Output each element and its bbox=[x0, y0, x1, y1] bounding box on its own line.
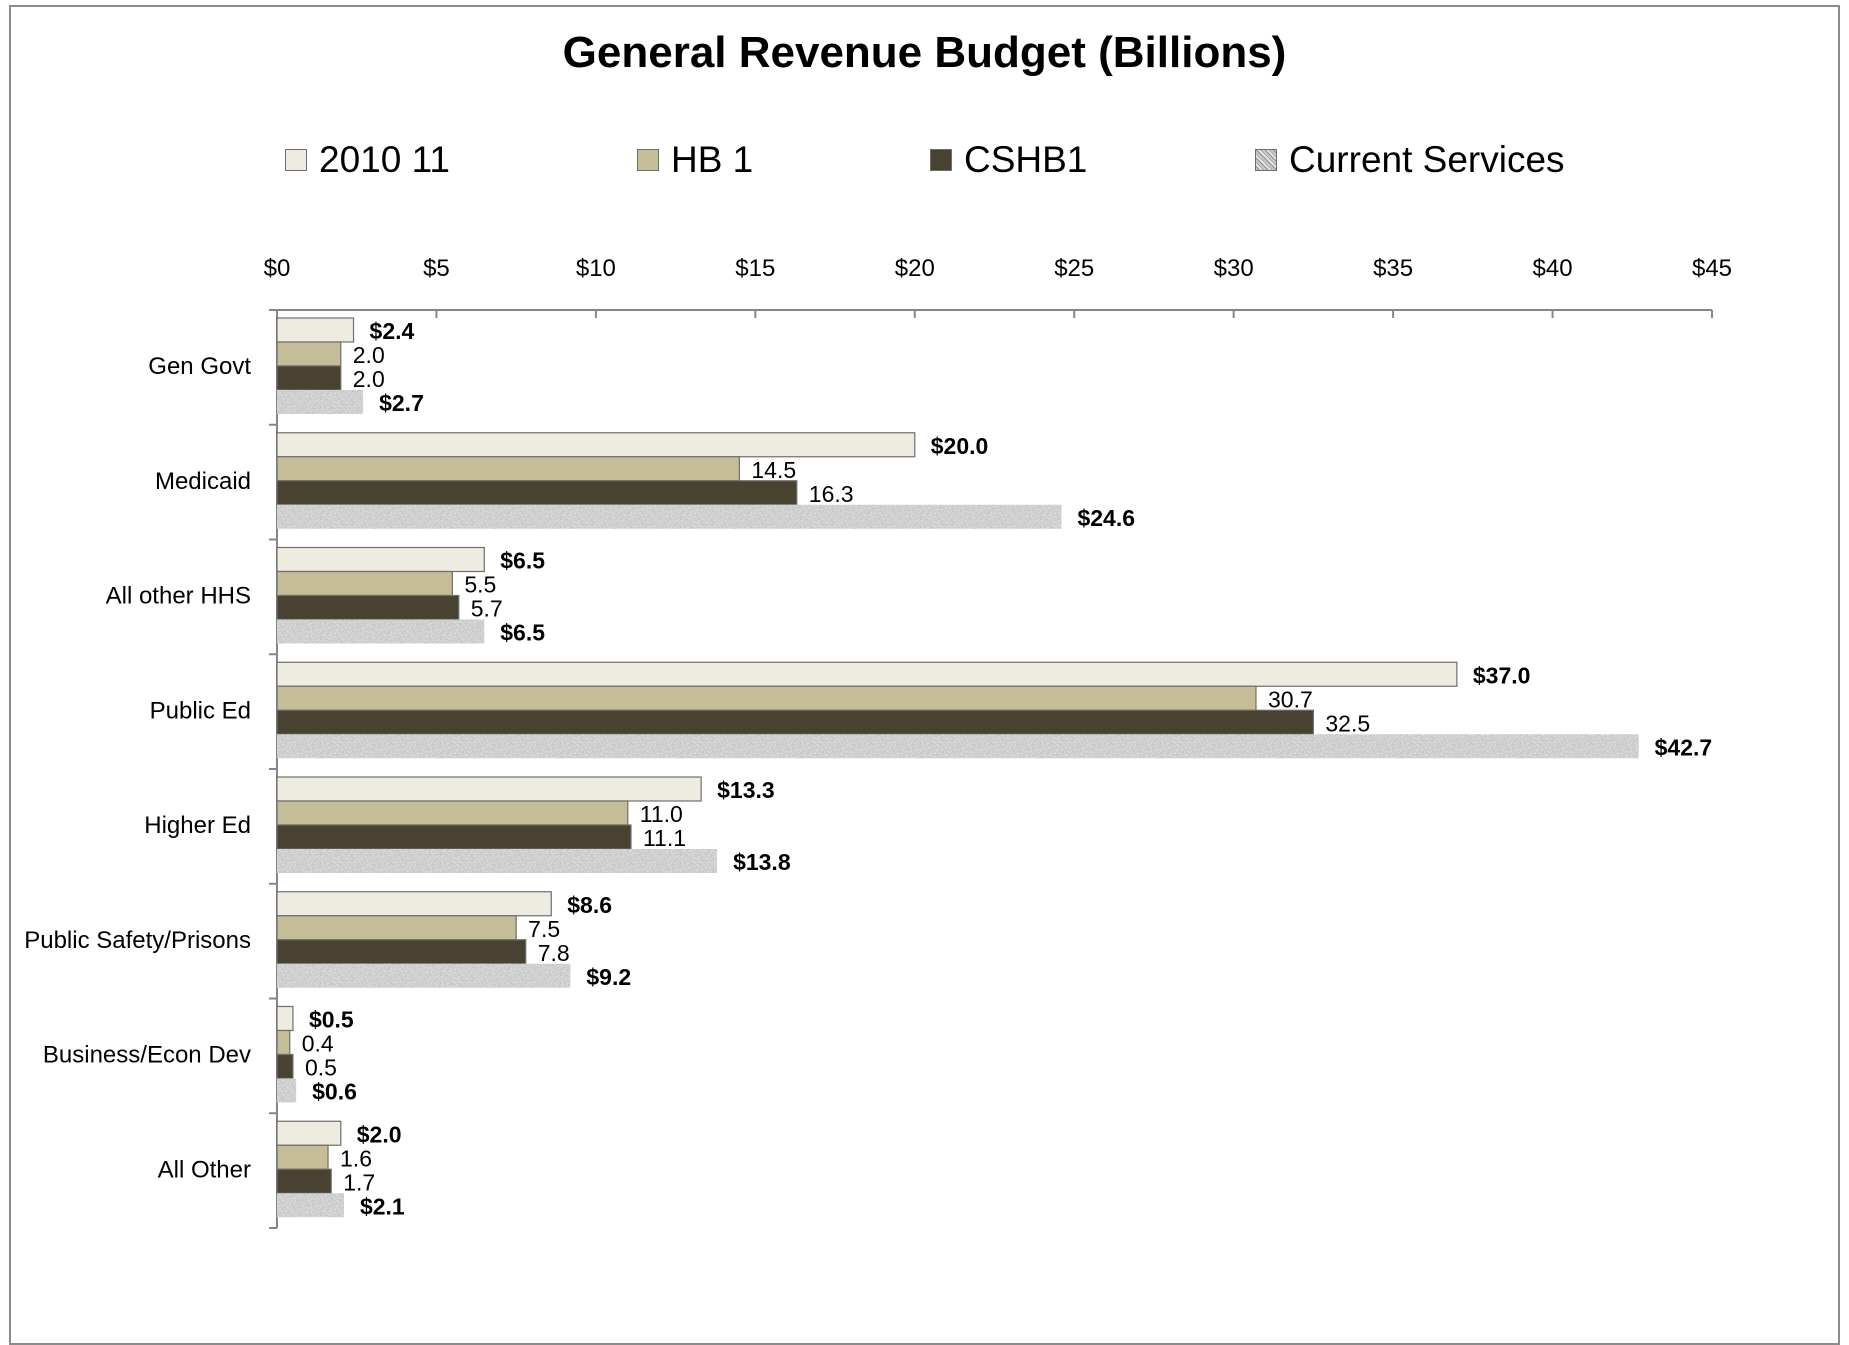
bar bbox=[276, 891, 552, 917]
category-label: Public Ed bbox=[150, 697, 251, 724]
data-label: 7.5 bbox=[528, 916, 560, 942]
bar bbox=[276, 824, 632, 850]
data-label: $0.6 bbox=[312, 1079, 357, 1105]
legend-item-cshb1: CSHB1 bbox=[930, 136, 1087, 184]
bar bbox=[276, 685, 1257, 711]
chart-title: General Revenue Budget (Billions) bbox=[562, 28, 1287, 77]
category-label: Business/Econ Dev bbox=[43, 1042, 251, 1069]
legend-swatch-current-services bbox=[1255, 149, 1277, 171]
bar bbox=[276, 480, 798, 506]
x-tick-label: $5 bbox=[423, 255, 450, 282]
data-label: $2.7 bbox=[379, 390, 424, 416]
data-label: 11.0 bbox=[640, 801, 683, 827]
bar bbox=[277, 504, 1062, 529]
data-label: $20.0 bbox=[931, 433, 989, 459]
legend-swatch-2010-11 bbox=[285, 149, 307, 171]
bar bbox=[277, 1078, 297, 1103]
data-label: $13.8 bbox=[733, 849, 791, 875]
bar bbox=[276, 570, 453, 597]
data-label: 5.7 bbox=[471, 596, 503, 622]
data-label: 0.4 bbox=[302, 1031, 334, 1057]
bar bbox=[276, 1005, 294, 1032]
data-label: $37.0 bbox=[1473, 662, 1531, 688]
data-label: $42.7 bbox=[1655, 734, 1713, 760]
bar bbox=[276, 1029, 291, 1056]
legend-label-current-services: Current Services bbox=[1289, 139, 1565, 180]
category-label: All Other bbox=[158, 1156, 251, 1183]
bar bbox=[276, 432, 916, 458]
legend-label-hb1: HB 1 bbox=[671, 139, 754, 180]
data-label: 7.8 bbox=[538, 940, 570, 966]
bar bbox=[276, 1120, 342, 1146]
data-label: $2.4 bbox=[370, 318, 415, 344]
data-label: 5.5 bbox=[464, 572, 496, 598]
bar bbox=[276, 1053, 294, 1080]
data-label: 0.5 bbox=[305, 1055, 337, 1081]
bar bbox=[276, 341, 342, 367]
bar bbox=[277, 849, 718, 873]
x-tick-label: $25 bbox=[1054, 255, 1094, 282]
bar bbox=[276, 1168, 332, 1194]
bar bbox=[276, 594, 460, 621]
legend-label-2010-11: 2010 11 bbox=[319, 139, 450, 180]
data-label: 11.1 bbox=[643, 825, 686, 851]
bar bbox=[276, 776, 702, 802]
bar bbox=[276, 915, 517, 941]
x-tick-label: $40 bbox=[1533, 255, 1573, 282]
bar bbox=[276, 317, 355, 343]
bar bbox=[277, 1193, 344, 1218]
bar bbox=[276, 546, 485, 573]
bar bbox=[277, 963, 571, 988]
legend-label-cshb1: CSHB1 bbox=[964, 139, 1088, 180]
data-label: 16.3 bbox=[809, 481, 854, 507]
legend-swatch-hb1 bbox=[637, 149, 659, 171]
bar bbox=[276, 456, 740, 482]
data-label: $13.3 bbox=[717, 777, 775, 803]
bar bbox=[276, 365, 342, 391]
data-label: $24.6 bbox=[1077, 505, 1135, 531]
data-label: 1.7 bbox=[343, 1169, 375, 1195]
bar bbox=[277, 619, 485, 644]
bar bbox=[276, 939, 527, 965]
bar bbox=[276, 709, 1314, 735]
bar bbox=[276, 800, 629, 826]
data-label: 30.7 bbox=[1268, 686, 1313, 712]
x-tick-label: $20 bbox=[895, 255, 935, 282]
data-label: 14.5 bbox=[751, 457, 796, 483]
legend-swatch-cshb1 bbox=[930, 149, 952, 171]
category-label: Gen Govt bbox=[148, 353, 251, 380]
category-label: Public Safety/Prisons bbox=[24, 927, 251, 954]
legend-item-hb1: HB 1 bbox=[637, 136, 753, 184]
category-label: Higher Ed bbox=[144, 812, 251, 839]
data-label: 32.5 bbox=[1325, 710, 1370, 736]
data-label: $0.5 bbox=[309, 1007, 354, 1033]
x-tick-label: $0 bbox=[264, 255, 291, 282]
data-label: $9.2 bbox=[586, 964, 631, 990]
x-tick-label: $45 bbox=[1692, 255, 1732, 282]
x-tick-label: $30 bbox=[1214, 255, 1254, 282]
data-label: $8.6 bbox=[567, 892, 612, 918]
bar bbox=[277, 390, 364, 414]
data-label: 2.0 bbox=[353, 366, 385, 392]
category-label: All other HHS bbox=[106, 583, 251, 610]
category-label: Medicaid bbox=[155, 468, 251, 495]
bar bbox=[277, 734, 1639, 759]
bar bbox=[276, 1144, 329, 1170]
bar bbox=[276, 661, 1458, 687]
data-label: $6.5 bbox=[500, 548, 545, 574]
x-tick-label: $15 bbox=[735, 255, 775, 282]
x-tick-label: $10 bbox=[576, 255, 616, 282]
legend-item-current-services: Current Services bbox=[1255, 136, 1565, 184]
data-label: $2.1 bbox=[360, 1193, 405, 1219]
data-label: $2.0 bbox=[357, 1121, 402, 1147]
legend-item-2010-11: 2010 11 bbox=[285, 136, 450, 184]
data-label: $6.5 bbox=[500, 620, 545, 646]
data-label: 1.6 bbox=[340, 1145, 372, 1171]
data-label: 2.0 bbox=[353, 342, 385, 368]
x-tick-label: $35 bbox=[1373, 255, 1413, 282]
